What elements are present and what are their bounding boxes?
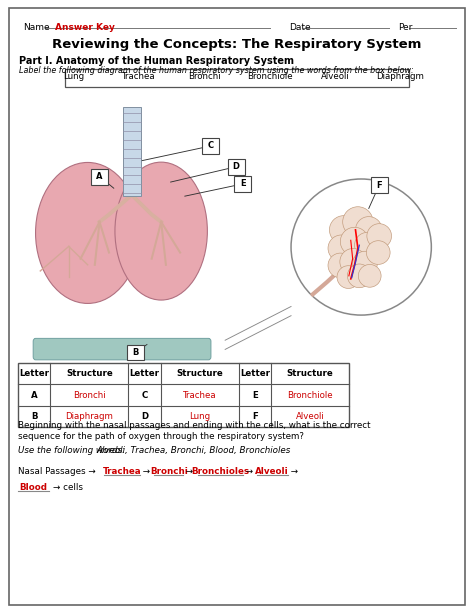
- Text: Beginning with the nasal passages and ending with the cells, what is the correct: Beginning with the nasal passages and en…: [18, 421, 371, 430]
- Text: Name: Name: [23, 23, 49, 32]
- Text: Structure: Structure: [66, 369, 113, 378]
- Text: Alveoli: Alveoli: [320, 72, 349, 80]
- Text: Trachea: Trachea: [103, 467, 141, 476]
- Text: Letter: Letter: [19, 369, 49, 378]
- Text: B: B: [31, 412, 37, 421]
- Bar: [91, 169, 108, 185]
- Text: →: →: [288, 467, 301, 476]
- Text: →: →: [140, 467, 153, 476]
- Text: D: D: [141, 412, 148, 421]
- Text: Letter: Letter: [240, 369, 270, 378]
- Ellipse shape: [337, 265, 360, 289]
- Text: F: F: [252, 412, 258, 421]
- Text: Alveoli: Alveoli: [296, 412, 325, 421]
- FancyBboxPatch shape: [33, 338, 211, 360]
- Text: C: C: [141, 390, 148, 400]
- Text: A: A: [96, 172, 103, 181]
- Text: E: E: [252, 390, 258, 400]
- Text: F: F: [376, 181, 382, 189]
- Text: Bronchi: Bronchi: [188, 72, 221, 80]
- Text: Date: Date: [289, 23, 311, 32]
- Ellipse shape: [328, 235, 355, 262]
- Text: Bronchi: Bronchi: [150, 467, 188, 476]
- Ellipse shape: [353, 251, 377, 276]
- Ellipse shape: [366, 241, 390, 264]
- Text: E: E: [240, 180, 246, 188]
- Ellipse shape: [355, 232, 380, 258]
- Ellipse shape: [358, 264, 381, 287]
- Ellipse shape: [347, 264, 371, 287]
- Text: Diaphragm: Diaphragm: [376, 72, 424, 80]
- Text: →: →: [243, 467, 255, 476]
- Bar: [127, 345, 144, 360]
- Bar: [234, 176, 251, 192]
- Text: Alveoli: Alveoli: [255, 467, 289, 476]
- Text: C: C: [208, 142, 214, 150]
- Text: Bronchiole: Bronchiole: [287, 390, 333, 400]
- Bar: [18, 363, 349, 427]
- Text: A: A: [31, 390, 37, 400]
- Text: Per: Per: [398, 23, 412, 32]
- Text: Nasal Passages →: Nasal Passages →: [18, 467, 96, 476]
- Bar: [228, 159, 245, 175]
- Text: Answer Key: Answer Key: [55, 23, 114, 32]
- Ellipse shape: [36, 162, 140, 303]
- Ellipse shape: [343, 207, 373, 237]
- Text: Label the following diagram of the human respiratory system using the words from: Label the following diagram of the human…: [19, 66, 414, 75]
- Bar: [202, 138, 219, 154]
- Text: Bronchiole: Bronchiole: [247, 72, 292, 80]
- Text: Bronchi: Bronchi: [73, 390, 106, 400]
- Text: sequence for the path of oxygen through the respiratory system?: sequence for the path of oxygen through …: [18, 432, 304, 441]
- Text: →: →: [183, 467, 196, 476]
- Bar: [371, 177, 388, 193]
- Bar: [123, 107, 141, 196]
- Text: Diaphragm: Diaphragm: [65, 412, 113, 421]
- Text: Lung: Lung: [64, 72, 84, 80]
- Text: Part I. Anatomy of the Human Respiratory System: Part I. Anatomy of the Human Respiratory…: [19, 56, 294, 66]
- Text: Use the following words:: Use the following words:: [18, 446, 128, 455]
- Ellipse shape: [340, 248, 366, 275]
- Ellipse shape: [340, 227, 369, 256]
- Text: Alveoli, Trachea, Bronchi, Blood, Bronchioles: Alveoli, Trachea, Bronchi, Blood, Bronch…: [96, 446, 291, 455]
- Ellipse shape: [115, 162, 208, 300]
- Ellipse shape: [328, 253, 353, 278]
- Text: Structure: Structure: [176, 369, 223, 378]
- Ellipse shape: [291, 179, 431, 315]
- Text: Bronchioles: Bronchioles: [191, 467, 249, 476]
- Text: Structure: Structure: [287, 369, 334, 378]
- Text: Reviewing the Concepts: The Respiratory System: Reviewing the Concepts: The Respiratory …: [52, 38, 422, 51]
- Text: Trachea: Trachea: [183, 390, 217, 400]
- Ellipse shape: [356, 216, 382, 243]
- Bar: [65, 69, 409, 87]
- Text: → cells: → cells: [53, 483, 82, 492]
- Text: B: B: [132, 348, 138, 357]
- Text: Trachea: Trachea: [122, 72, 156, 80]
- Ellipse shape: [367, 224, 392, 248]
- Text: Lung: Lung: [189, 412, 210, 421]
- Text: Letter: Letter: [129, 369, 160, 378]
- Ellipse shape: [329, 216, 358, 244]
- Text: Blood: Blood: [19, 483, 47, 492]
- Text: D: D: [233, 162, 239, 171]
